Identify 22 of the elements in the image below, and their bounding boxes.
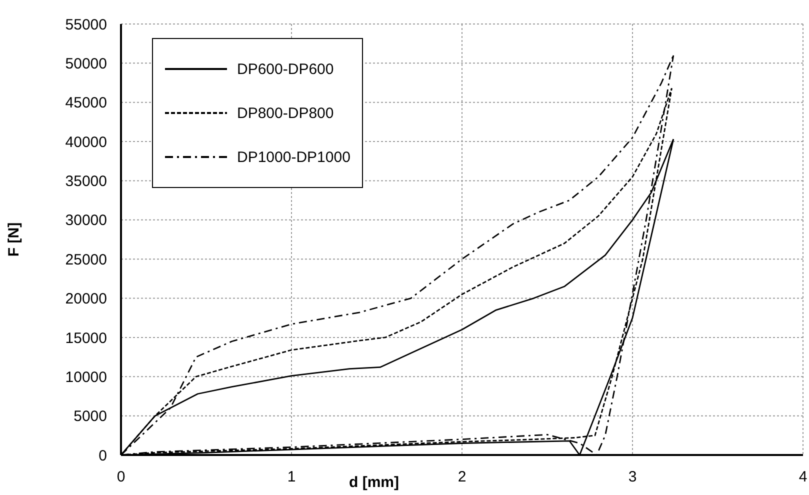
legend-label: DP1000-DP1000: [237, 148, 350, 166]
legend-label: DP600-DP600: [237, 60, 334, 78]
y-tick-label: 5000: [74, 408, 107, 426]
y-tick-label: 25000: [65, 251, 107, 268]
y-tick-label: 15000: [65, 330, 107, 347]
y-tick-label: 50000: [65, 56, 107, 73]
x-axis-title: d [mm]: [349, 474, 399, 491]
y-tick-label: 0: [98, 447, 107, 464]
y-tick-label: 40000: [65, 134, 107, 151]
y-tick-label: 55000: [65, 16, 107, 34]
y-tick-label: 35000: [65, 173, 107, 190]
y-tick-label: 20000: [65, 290, 107, 308]
x-tick-label: 3: [628, 468, 637, 486]
x-tick-label: 0: [116, 468, 126, 486]
y-tick-label: 45000: [65, 94, 107, 112]
y-tick-label: 30000: [65, 212, 107, 230]
x-tick-label: 2: [458, 468, 466, 486]
legend-label: DP800-DP800: [237, 104, 334, 122]
y-axis-title: F [N]: [5, 222, 22, 257]
y-tick-label: 10000: [65, 368, 107, 386]
x-tick-label: 4: [798, 468, 808, 486]
x-tick-label: 1: [287, 468, 296, 486]
